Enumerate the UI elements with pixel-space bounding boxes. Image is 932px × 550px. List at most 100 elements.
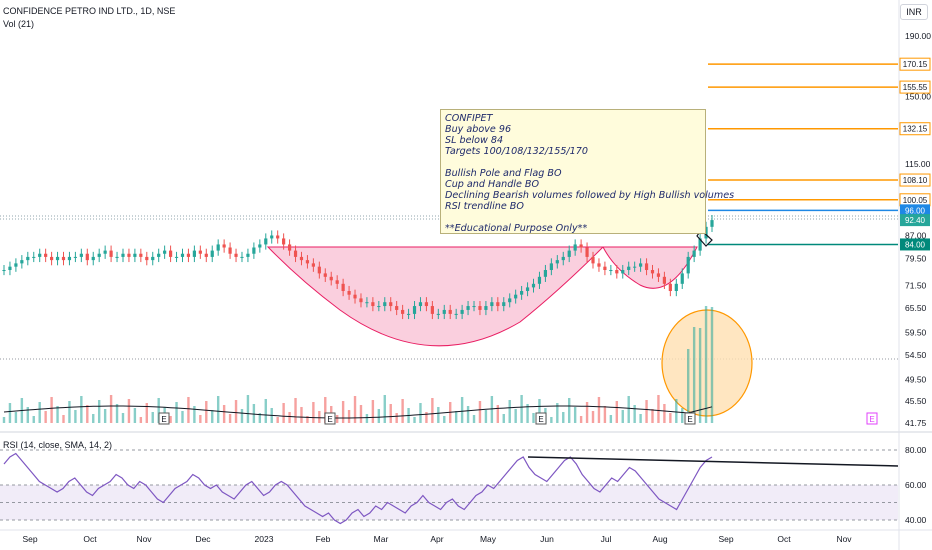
candle-body[interactable] — [139, 253, 143, 257]
earnings-marker[interactable] — [158, 412, 170, 425]
candle-body[interactable] — [323, 273, 327, 277]
candle-body[interactable] — [26, 256, 30, 261]
candle-body[interactable] — [466, 306, 470, 310]
candle-body[interactable] — [549, 263, 553, 271]
candle-body[interactable] — [287, 244, 292, 251]
candle-body[interactable] — [145, 256, 149, 261]
candle-body[interactable] — [103, 250, 107, 254]
candle-body[interactable] — [282, 238, 286, 245]
candle-body[interactable] — [347, 291, 351, 295]
earnings-marker[interactable] — [535, 412, 547, 425]
candle-body[interactable] — [656, 273, 661, 277]
volume-indicator-label[interactable]: Vol (21) — [3, 19, 35, 29]
candle-body[interactable] — [240, 256, 244, 258]
rsi-trendline[interactable] — [527, 456, 899, 467]
candle-body[interactable] — [650, 270, 655, 274]
candle-body[interactable] — [73, 256, 77, 258]
candle-body[interactable] — [109, 250, 113, 257]
candle-body[interactable] — [133, 253, 137, 257]
candle-body[interactable] — [2, 270, 6, 272]
candle-body[interactable] — [567, 250, 571, 257]
candle-body[interactable] — [692, 250, 696, 257]
flag-pattern-shape[interactable] — [696, 229, 713, 247]
candle-body[interactable] — [97, 253, 101, 257]
candle-body[interactable] — [270, 235, 274, 239]
candle-body[interactable] — [371, 302, 375, 307]
candle-body[interactable] — [448, 309, 452, 314]
candle-body[interactable] — [490, 302, 494, 307]
candle-body[interactable] — [472, 306, 476, 308]
candle-body[interactable] — [537, 276, 542, 284]
candle-body[interactable] — [353, 294, 357, 299]
candle-body[interactable] — [525, 287, 530, 292]
candle-body[interactable] — [383, 302, 387, 307]
candle-body[interactable] — [276, 235, 280, 239]
candle-body[interactable] — [621, 270, 625, 274]
candle-body[interactable] — [585, 247, 589, 257]
candle-body[interactable] — [341, 283, 345, 292]
candle-body[interactable] — [168, 250, 173, 257]
earnings-marker[interactable] — [684, 412, 696, 425]
candle-body[interactable] — [454, 313, 458, 315]
candle-body[interactable] — [377, 306, 381, 308]
candle-body[interactable] — [484, 306, 488, 310]
candle-body[interactable] — [686, 256, 690, 274]
candle-body[interactable] — [55, 256, 60, 261]
candle-body[interactable] — [299, 256, 304, 261]
candle-body[interactable] — [674, 283, 678, 292]
candle-body[interactable] — [389, 302, 393, 307]
candle-body[interactable] — [192, 250, 196, 257]
candle-body[interactable] — [442, 309, 446, 314]
candle-body[interactable] — [85, 253, 89, 261]
candle-body[interactable] — [644, 263, 649, 271]
candle-body[interactable] — [668, 283, 672, 292]
candle-body[interactable] — [561, 256, 565, 261]
candle-body[interactable] — [359, 298, 363, 303]
candle-body[interactable] — [365, 302, 369, 304]
candle-body[interactable] — [293, 250, 298, 257]
rsi-indicator-label[interactable]: RSI (14, close, SMA, 14, 2) — [3, 440, 113, 450]
candle-body[interactable] — [573, 244, 577, 251]
candle-body[interactable] — [91, 256, 95, 261]
candle-body[interactable] — [198, 250, 202, 254]
candle-body[interactable] — [228, 247, 232, 254]
candle-body[interactable] — [662, 276, 667, 284]
candle-body[interactable] — [329, 276, 333, 281]
candle-body[interactable] — [246, 253, 250, 257]
candle-body[interactable] — [603, 266, 607, 271]
candle-body[interactable] — [234, 253, 238, 257]
candle-body[interactable] — [639, 263, 643, 267]
candle-body[interactable] — [79, 253, 83, 257]
candle-body[interactable] — [502, 302, 506, 307]
candle-body[interactable] — [496, 302, 500, 307]
candle-body[interactable] — [591, 256, 595, 264]
candle-body[interactable] — [335, 280, 339, 284]
candle-body[interactable] — [401, 309, 405, 314]
earnings-marker[interactable] — [324, 412, 336, 425]
candle-body[interactable] — [531, 283, 536, 288]
candle-body[interactable] — [615, 270, 619, 274]
candle-body[interactable] — [204, 253, 208, 257]
candle-body[interactable] — [44, 253, 48, 257]
candle-body[interactable] — [633, 266, 637, 268]
candle-body[interactable] — [478, 306, 482, 310]
candle-body[interactable] — [216, 244, 220, 251]
candle-body[interactable] — [430, 306, 434, 314]
candle-body[interactable] — [151, 256, 155, 261]
candle-body[interactable] — [424, 302, 429, 307]
candle-body[interactable] — [311, 263, 315, 267]
candle-body[interactable] — [436, 313, 440, 315]
candle-body[interactable] — [20, 260, 24, 264]
cup-pattern-shape[interactable] — [266, 246, 605, 347]
candle-body[interactable] — [163, 250, 167, 254]
candle-body[interactable] — [61, 256, 66, 261]
candle-body[interactable] — [258, 244, 262, 248]
candle-body[interactable] — [174, 256, 179, 258]
candle-body[interactable] — [317, 266, 321, 274]
candle-body[interactable] — [157, 253, 161, 257]
candle-body[interactable] — [597, 263, 601, 267]
symbol-title[interactable]: CONFIDENCE PETRO IND LTD., 1D, NSE — [3, 6, 176, 16]
candle-body[interactable] — [210, 250, 214, 257]
candle-body[interactable] — [305, 260, 310, 264]
candle-body[interactable] — [710, 220, 714, 227]
